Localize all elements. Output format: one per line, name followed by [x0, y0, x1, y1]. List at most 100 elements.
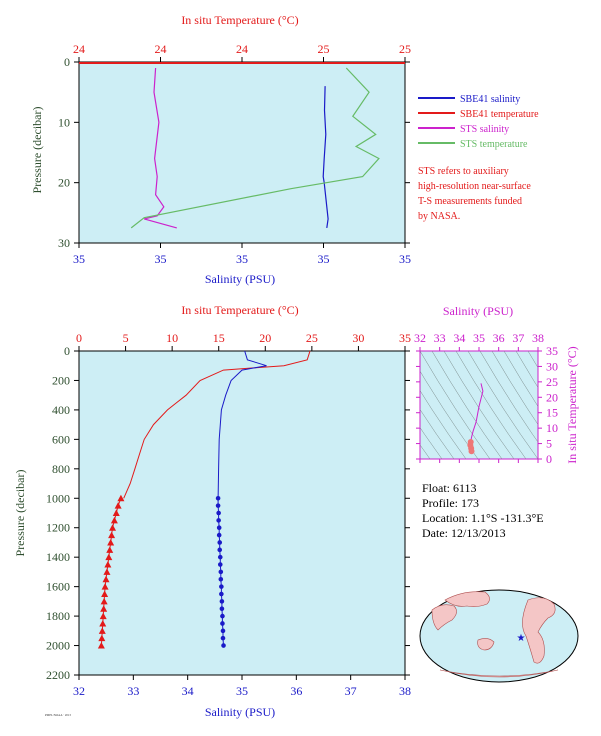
footer-stamp: PMEL/NOAA · 2013	[45, 713, 71, 717]
full-salinity-axis-title: Salinity (PSU)	[205, 705, 275, 719]
full-pressure-tick-label: 1600	[46, 580, 70, 594]
ts-temp-tick-label: 0	[546, 452, 552, 466]
full-temp-tick-label: 15	[213, 331, 225, 345]
salinity-marker	[220, 628, 226, 634]
salinity-marker	[216, 510, 221, 516]
temperature-marker	[112, 509, 120, 516]
salinity-marker	[219, 599, 225, 604]
salinity-marker	[219, 591, 224, 597]
temperature-marker	[109, 524, 117, 531]
map-land-africa-europe	[431, 604, 457, 631]
surface-salinity-tick-label: 35	[73, 252, 85, 266]
surface-pressure-tick-label: 0	[64, 55, 70, 69]
density-contour	[479, 351, 538, 443]
temperature-marker	[98, 627, 106, 634]
full-pressure-tick-label: 1800	[46, 609, 70, 623]
salinity-marker	[218, 569, 224, 575]
sbe41-salinity-line	[322, 86, 329, 228]
temperature-profile-line	[123, 350, 311, 499]
full-pressure-tick-label: 2000	[46, 639, 70, 653]
surface-temp-tick-label: 25	[318, 42, 330, 56]
note-line-2: high-resolution near-surface	[418, 181, 531, 192]
ts-salinity-tick-label: 37	[512, 331, 524, 345]
surface-legend: SBE41 salinity SBE41 temperature STS salin…	[418, 94, 539, 150]
map-land-antarctica	[439, 669, 559, 678]
temperature-marker	[101, 590, 109, 597]
salinity-marker	[221, 643, 226, 648]
ts-salinity-tick-label: 36	[493, 331, 505, 345]
full-temp-axis-title: In situ Temperature (°C)	[181, 303, 298, 317]
full-pressure-tick-label: 2200	[46, 668, 70, 682]
date: Date: 12/13/2013	[422, 526, 506, 540]
density-contour	[420, 351, 491, 459]
full-pressure-tick-label: 400	[52, 403, 70, 417]
salinity-marker	[219, 606, 225, 612]
salinity-marker	[217, 554, 223, 560]
temperature-marker	[108, 531, 116, 539]
salinity-marker	[215, 503, 221, 508]
surface-salinity-tick-label: 35	[318, 252, 330, 266]
full-pressure-tick-label: 1400	[46, 550, 70, 564]
salinity-marker	[217, 562, 223, 567]
temperature-marker	[107, 538, 115, 546]
full-temp-tick-label: 20	[259, 331, 271, 345]
map-ocean	[419, 589, 579, 683]
surface-salinity-axis-title: Salinity (PSU)	[205, 272, 275, 286]
full-temp-tick-label: 35	[399, 331, 411, 345]
surface-salinity-tick-label: 35	[399, 252, 411, 266]
density-contour	[503, 351, 538, 407]
ts-salinity-tick-label: 34	[453, 331, 465, 345]
salinity-marker	[217, 547, 223, 553]
ts-temp-axis-title: In situ Temperature (°C)	[565, 346, 579, 463]
ts-temp-tick-label: 30	[546, 359, 558, 373]
ts-series	[467, 383, 484, 455]
full-salinity-tick-label: 35	[236, 684, 248, 698]
temperature-marker	[100, 605, 108, 612]
surface-temp-tick-label: 24	[73, 42, 85, 56]
note-line-4: by NASA.	[418, 211, 460, 222]
temperature-marker	[104, 561, 112, 568]
ts-salinity-tick-label: 32	[414, 331, 426, 345]
sts-note: STS refers to auxiliary high-resolution …	[418, 166, 531, 222]
sts-salinity-line	[144, 67, 177, 229]
full-temp-tick-label: 10	[166, 331, 178, 345]
salinity-marker	[220, 621, 225, 626]
legend-label: STS temperature	[460, 139, 528, 150]
full-pressure-tick-label: 1000	[46, 491, 70, 505]
density-contour	[455, 351, 527, 459]
temperature-marker	[101, 583, 109, 590]
float-id: Float: 6113	[422, 481, 477, 495]
full-temp-tick-label: 5	[123, 331, 129, 345]
surface-pressure-tick-label: 20	[58, 176, 70, 190]
surface-pressure-tick-label: 10	[58, 115, 70, 129]
surface-panel: In situ Temperature (°C) Salinity (PSU) …	[30, 13, 411, 286]
full-temp-tick-label: 30	[352, 331, 364, 345]
surface-plot-area	[78, 61, 406, 244]
full-salinity-ticks: 32 33 34 35 36 37 38	[73, 675, 411, 698]
ts-salinity-tick-label: 33	[434, 331, 446, 345]
density-contour	[420, 444, 431, 459]
salinity-marker	[216, 525, 222, 531]
density-contour	[420, 409, 455, 459]
full-temp-tick-label: 0	[76, 331, 82, 345]
float-info: Float: 6113 Profile: 173 Location: 1.1°S…	[422, 481, 544, 540]
surface-pressure-ticks: 0 10 20 30	[58, 55, 410, 250]
full-salinity-tick-label: 34	[182, 684, 194, 698]
salinity-profile-line	[217, 350, 267, 499]
salinity-marker	[216, 518, 221, 523]
temperature-marker	[105, 553, 113, 561]
salinity-marker	[217, 540, 223, 545]
temperature-marker	[100, 597, 108, 605]
salinity-marker	[219, 584, 224, 589]
ts-temp-tick-label: 10	[546, 421, 558, 435]
legend-label: STS salinity	[460, 124, 509, 135]
ts-temp-tick-label: 15	[546, 406, 558, 420]
surface-temp-axis-title: In situ Temperature (°C)	[181, 13, 298, 27]
surface-salinity-tick-label: 35	[236, 252, 248, 266]
full-pressure-tick-label: 200	[52, 373, 70, 387]
temperature-marker	[103, 568, 111, 575]
density-contour	[515, 351, 538, 388]
full-salinity-tick-label: 36	[290, 684, 302, 698]
full-salinity-tick-label: 33	[127, 684, 139, 698]
